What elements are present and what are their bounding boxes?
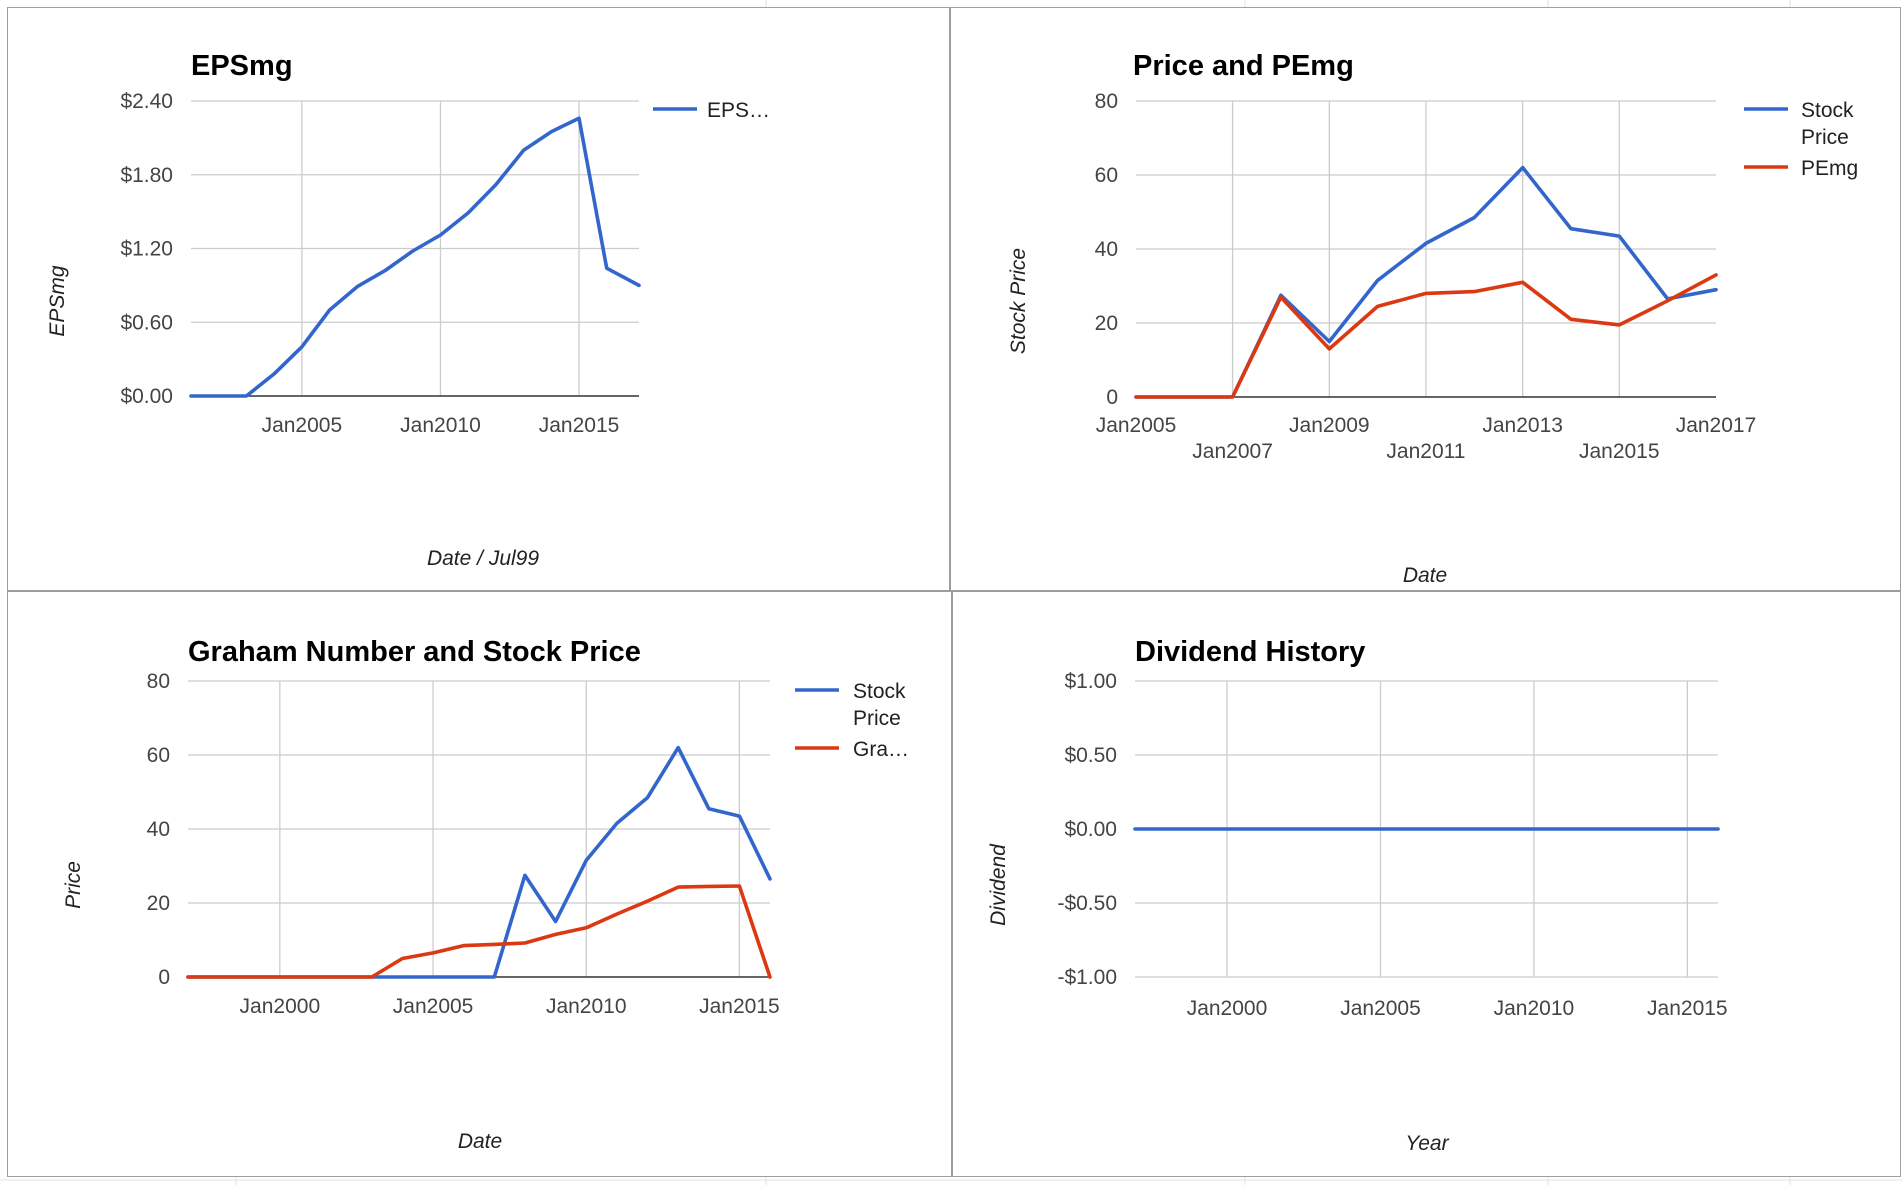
y-tick-label: 0 bbox=[158, 966, 170, 989]
x-tick-label: Jan2010 bbox=[400, 414, 481, 437]
y-tick-label: 20 bbox=[147, 892, 170, 915]
x-tick-label: Jan2005 bbox=[1340, 997, 1421, 1020]
y-tick-label: $1.80 bbox=[120, 164, 173, 187]
legend-label: Price bbox=[1801, 126, 1849, 149]
y-tick-label: 60 bbox=[1095, 164, 1118, 187]
x-tick-label: Jan2015 bbox=[539, 414, 620, 437]
chart-panel-price-pemg[interactable]: Price and PEmg 0 20 40 60 80 Jan2005 Jan2007 J… bbox=[950, 7, 1901, 591]
x-tick-label: Jan2015 bbox=[1647, 997, 1728, 1020]
x-axis-title: Year bbox=[1405, 1132, 1449, 1155]
x-tick-label: Jan2017 bbox=[1676, 414, 1757, 437]
y-tick-label: 40 bbox=[147, 818, 170, 841]
y-tick-label: -$1.00 bbox=[1057, 966, 1117, 989]
y-tick-label: 40 bbox=[1095, 238, 1118, 261]
y-tick-label: $1.20 bbox=[120, 238, 173, 261]
x-tick-label: Jan2005 bbox=[393, 995, 474, 1018]
legend-label: Stock bbox=[853, 680, 906, 703]
y-tick-label: $0.60 bbox=[120, 311, 173, 334]
chart-title: EPSmg bbox=[191, 50, 293, 82]
legend-label: EPS… bbox=[707, 99, 770, 122]
x-tick-label: Jan2011 bbox=[1386, 440, 1465, 463]
chart-title: Dividend History bbox=[1135, 636, 1365, 668]
x-tick-label: Jan2000 bbox=[1187, 997, 1268, 1020]
x-tick-label: Jan2000 bbox=[240, 995, 321, 1018]
x-axis-title: Date / Jul99 bbox=[427, 547, 539, 570]
legend-label: Gra… bbox=[853, 738, 909, 761]
series-line[interactable] bbox=[186, 745, 772, 979]
chart-title: Price and PEmg bbox=[1133, 50, 1354, 82]
x-axis-title: Date bbox=[458, 1130, 502, 1153]
legend-label: Stock bbox=[1801, 99, 1854, 122]
dividend-history-chart: Dividend History -$1.00 -$0.50 $0.00 $0.50 $… bbox=[987, 636, 1728, 1155]
x-tick-label: Jan2010 bbox=[1494, 997, 1575, 1020]
x-tick-label: Jan2007 bbox=[1192, 440, 1273, 463]
x-tick-label: Jan2013 bbox=[1482, 414, 1563, 437]
y-axis-title: Price bbox=[62, 861, 85, 909]
y-tick-label: 0 bbox=[1106, 386, 1118, 409]
series-line[interactable] bbox=[186, 884, 772, 979]
y-tick-label: 80 bbox=[1095, 90, 1118, 113]
x-tick-label: Jan2015 bbox=[1579, 440, 1660, 463]
legend-label: Price bbox=[853, 707, 901, 730]
y-tick-label: $0.50 bbox=[1064, 744, 1117, 767]
x-tick-label: Jan2005 bbox=[262, 414, 343, 437]
y-tick-label: 60 bbox=[147, 744, 170, 767]
y-tick-label: $0.00 bbox=[120, 385, 173, 408]
chart-panel-graham-number[interactable]: Graham Number and Stock Price 0 20 40 60 80 … bbox=[7, 591, 952, 1177]
price-pemg-chart: Price and PEmg 0 20 40 60 80 Jan2005 Jan2007 J… bbox=[1007, 50, 1858, 587]
series-line[interactable] bbox=[189, 116, 641, 398]
y-tick-label: 80 bbox=[147, 670, 170, 693]
y-tick-label: -$0.50 bbox=[1057, 892, 1117, 915]
graham-number-chart: Graham Number and Stock Price 020406080 … bbox=[62, 636, 909, 1153]
chart-panel-epsmg[interactable]: EPSmg $0.00 $0.60 $1.20 $1.80 $2.40 Jan2005 J… bbox=[7, 7, 950, 591]
legend-label: PEmg bbox=[1801, 157, 1858, 180]
y-tick-label: 20 bbox=[1095, 312, 1118, 335]
y-axis-title: Stock Price bbox=[1007, 248, 1030, 354]
y-axis-title: Dividend bbox=[987, 843, 1010, 926]
x-tick-label: Jan2015 bbox=[699, 995, 780, 1018]
x-tick-label: Jan2010 bbox=[546, 995, 627, 1018]
y-tick-label: $2.40 bbox=[120, 90, 173, 113]
y-tick-label: $0.00 bbox=[1064, 818, 1117, 841]
chart-panel-dividend-history[interactable]: Dividend History -$1.00 -$0.50 $0.00 $0.50 $… bbox=[952, 591, 1901, 1177]
y-axis-title: EPSmg bbox=[46, 265, 69, 337]
x-tick-label: Jan2005 bbox=[1096, 414, 1177, 437]
y-tick-label: $1.00 bbox=[1064, 670, 1117, 693]
epsmg-chart: EPSmg $0.00 $0.60 $1.20 $1.80 $2.40 Jan2005 J… bbox=[46, 50, 770, 570]
x-tick-label: Jan2009 bbox=[1289, 414, 1370, 437]
x-axis-title: Date bbox=[1403, 564, 1447, 587]
chart-title: Graham Number and Stock Price bbox=[188, 636, 641, 668]
series-line[interactable] bbox=[1134, 273, 1718, 399]
